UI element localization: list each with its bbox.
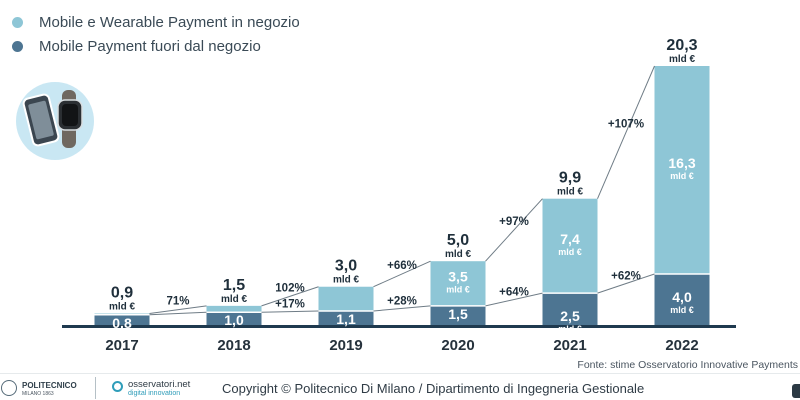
connector-total-2020: [373, 260, 431, 288]
bar-in-store-2020: [430, 261, 486, 306]
connector-bottom-2020: [373, 305, 431, 312]
growth-label-total-2020: +66%: [387, 260, 417, 272]
total-label-2022: 20,3: [666, 37, 697, 54]
connector-bottom-2018: [149, 311, 207, 316]
legend-label-out-of-store: Mobile Payment fuori dal negozio: [39, 37, 261, 55]
total-label-2017: 0,9: [111, 285, 133, 302]
unit-label-in-store-2022: mld €: [670, 171, 694, 181]
data-label-out-of-store-2021: 2,5: [560, 308, 580, 324]
unit-label-in-store-2021: mld €: [558, 247, 582, 257]
politecnico-logo-text: POLITECNICO: [22, 381, 77, 390]
total-unit-label-2017: mld €: [109, 302, 136, 313]
growth-label-bottom-2020: +28%: [387, 295, 417, 307]
devices-illustration: [16, 82, 94, 160]
total-unit-label-2018: mld €: [221, 294, 248, 305]
data-label-in-store-2020: 3,5: [448, 269, 468, 285]
bar-in-store-2021: [542, 198, 598, 294]
total-unit-label-2020: mld €: [445, 249, 472, 260]
growth-label-bottom-2019: +17%: [275, 299, 305, 311]
x-axis-baseline: [62, 325, 736, 328]
bar-out-of-store-2022: [654, 273, 710, 325]
data-label-in-store-2021: 7,4: [560, 231, 580, 247]
data-label-in-store-2022: 16,3: [668, 155, 695, 171]
bar-out-of-store-2021: [542, 293, 598, 325]
footer-separator: [95, 377, 96, 399]
growth-label-total-2021: +97%: [499, 216, 529, 228]
total-label-2018: 1,5: [223, 277, 245, 294]
legend-item-out-of-store: Mobile Payment fuori dal negozio: [12, 34, 300, 58]
connector-total-2021: [485, 198, 543, 262]
legend-swatch-in-store: [12, 16, 23, 28]
connector-total-2018: [149, 305, 207, 315]
x-tick-label-2017: 2017: [105, 337, 138, 354]
chart-legend: Mobile e Wearable Payment in negozio Mob…: [12, 10, 300, 58]
total-unit-label-2019: mld €: [333, 275, 360, 286]
osservatori-logo-icon: [112, 381, 123, 392]
connector-total-2022: [597, 65, 655, 199]
footer-divider: [0, 373, 800, 374]
growth-label-bottom-2021: +64%: [499, 286, 529, 298]
growth-label-total-2022: +107%: [608, 118, 644, 130]
osservatori-logo-subtext: digital innovation: [128, 390, 181, 397]
copyright-text: Copyright © Politecnico Di Milano / Dipa…: [222, 381, 645, 396]
total-label-2019: 3,0: [335, 258, 357, 275]
total-label-2020: 5,0: [447, 232, 469, 249]
source-note: Fonte: stime Osservatorio Innovative Pay…: [577, 359, 798, 371]
data-label-out-of-store-2017: 0,8: [112, 315, 132, 331]
legend-label-in-store: Mobile e Wearable Payment in negozio: [39, 13, 300, 31]
data-label-out-of-store-2018: 1,0: [224, 312, 244, 328]
footer: POLITECNICO MILANO 1863 osservatori.net …: [0, 376, 800, 400]
total-label-2021: 9,9: [559, 170, 581, 187]
x-tick-label-2021: 2021: [553, 337, 586, 354]
legend-swatch-out-of-store: [12, 40, 23, 52]
total-unit-label-2021: mld €: [557, 187, 584, 198]
corner-mark-icon: [792, 384, 800, 398]
connector-bottom-2019: [261, 310, 319, 313]
connector-bottom-2022: [597, 273, 655, 294]
growth-label-total-2018: 71%: [166, 296, 189, 308]
bar-out-of-store-2018: [206, 312, 262, 325]
growth-label-total-2019: 102%: [275, 282, 304, 294]
connector-bottom-2021: [485, 292, 543, 307]
x-tick-label-2022: 2022: [665, 337, 698, 354]
x-tick-label-2019: 2019: [329, 337, 362, 354]
unit-label-out-of-store-2022: mld €: [670, 305, 694, 315]
x-tick-label-2020: 2020: [441, 337, 474, 354]
osservatori-logo-text: osservatori.net: [128, 379, 191, 390]
bar-in-store-2018: [206, 305, 262, 313]
data-label-out-of-store-2022: 4,0: [672, 289, 692, 305]
unit-label-in-store-2020: mld €: [446, 285, 470, 295]
unit-label-out-of-store-2021: mld €: [558, 324, 582, 334]
growth-label-bottom-2022: +62%: [611, 271, 641, 283]
data-label-out-of-store-2019: 1,1: [336, 311, 356, 327]
x-tick-label-2018: 2018: [217, 337, 250, 354]
data-label-out-of-store-2020: 1,5: [448, 306, 468, 322]
smartphone-smartwatch-icon: [22, 90, 83, 148]
bar-in-store-2019: [318, 286, 374, 311]
connector-total-2019: [261, 286, 319, 307]
politecnico-logo-subtext: MILANO 1863: [22, 391, 54, 397]
legend-item-in-store: Mobile e Wearable Payment in negozio: [12, 10, 300, 34]
bar-out-of-store-2020: [430, 305, 486, 325]
bar-out-of-store-2017: [94, 314, 150, 325]
bar-out-of-store-2019: [318, 310, 374, 325]
politecnico-seal-icon: [1, 380, 17, 396]
total-unit-label-2022: mld €: [669, 54, 696, 65]
bar-in-store-2022: [654, 66, 710, 274]
